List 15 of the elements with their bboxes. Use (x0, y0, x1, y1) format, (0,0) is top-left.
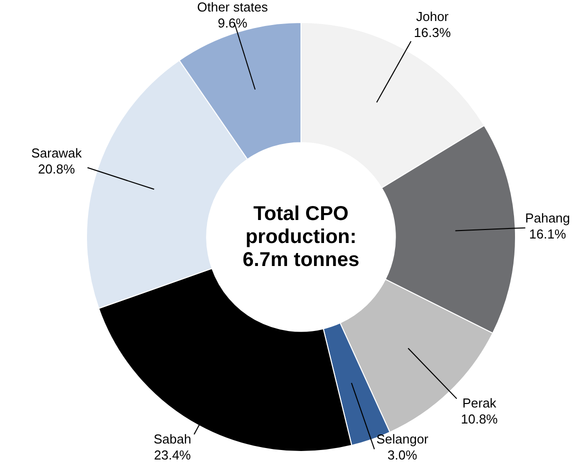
slice-label: Selangor (376, 432, 430, 447)
data-label: 16.1% (529, 226, 566, 242)
data-label: 3.0% (388, 448, 418, 463)
slice-label: Other states (197, 0, 268, 15)
slice-label: Perak (462, 395, 497, 410)
slice-label: Sabah (154, 432, 192, 447)
slice-label: Sarawak (31, 146, 82, 161)
slice-label: Johor (416, 9, 450, 24)
data-label: 23.4% (154, 448, 192, 463)
data-label: 9.6% (218, 16, 248, 31)
slice-label: Pahang (525, 210, 570, 226)
data-label: 16.3% (414, 25, 452, 40)
text: Total CPO production: 6.7m tonnes (242, 202, 360, 272)
data-label: 10.8% (460, 411, 498, 426)
data-label: 20.8% (38, 162, 76, 177)
